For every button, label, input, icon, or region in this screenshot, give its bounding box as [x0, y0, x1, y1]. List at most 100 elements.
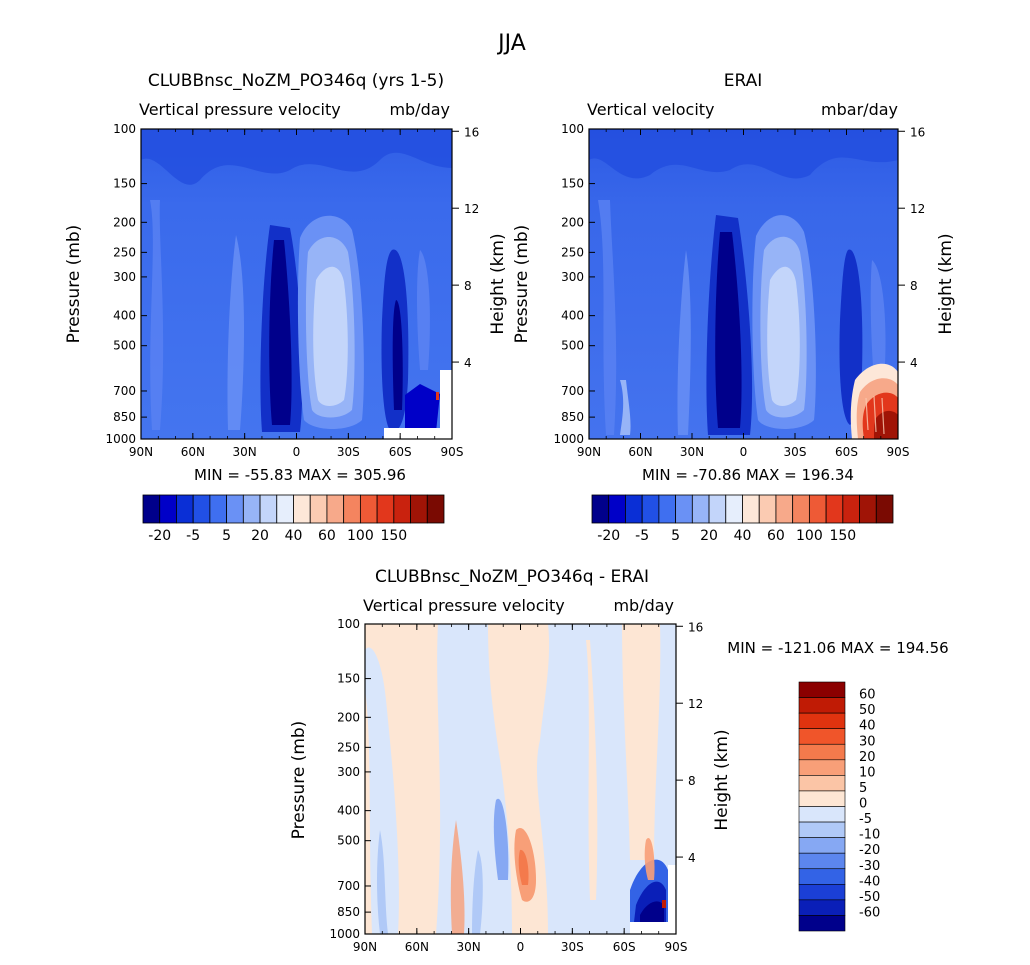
pressure-tick-label: 300: [337, 765, 360, 779]
lat-tick-label: 90S: [665, 940, 688, 954]
pressure-tick-label: 400: [337, 804, 360, 818]
panel-erai-axes: 100 150 200 250 300 400 500 700 850 1000 16 12 8 4 90N…: [553, 122, 925, 459]
colorbar-label: 60: [859, 688, 876, 703]
pressure-tick-label: 250: [561, 245, 584, 259]
panel-model-axes: 100 150 200 250 300 400 500 700 850 1000 16 12 8 4 90N…: [105, 122, 479, 459]
colorbar-label: -20: [148, 528, 171, 544]
colorbar-swatch: [798, 775, 846, 792]
colorbar-swatch: [798, 759, 846, 776]
lat-tick-label: 60S: [389, 445, 412, 459]
height-tick-label: 12: [464, 202, 479, 216]
colorbar-swatch: [875, 494, 894, 524]
main-title: JJA: [496, 31, 526, 56]
colorbar-label: -5: [635, 528, 649, 544]
height-tick-label: 12: [910, 202, 925, 216]
colorbar-swatch: [675, 494, 693, 524]
pressure-tick-label: 700: [561, 384, 584, 398]
panel-diff-axes: 100 150 200 250 300 400 500 700 850 1000 16 12 8 4 90N…: [329, 617, 703, 954]
colorbar-swatch: [798, 884, 846, 901]
lat-tick-label: 60N: [181, 445, 205, 459]
height-tick-label: 12: [688, 697, 703, 711]
colorbar-swatch: [259, 494, 278, 524]
pressure-tick-label: 250: [337, 740, 360, 754]
colorbar-label: 20: [251, 528, 269, 544]
panel-diff: CLUBBnsc_NoZM_PO346q - ERAI Vertical pre…: [289, 567, 949, 954]
pressure-tick-label: 300: [113, 270, 136, 284]
colorbar-label: -10: [859, 828, 880, 843]
colorbar-label: 5: [671, 528, 680, 544]
colorbar-label: -5: [859, 812, 872, 827]
colorbar-swatch: [798, 821, 846, 838]
colorbar-label: -5: [186, 528, 200, 544]
colorbar-swatch: [742, 494, 760, 524]
lat-tick-label: 0: [740, 445, 748, 459]
colorbar-swatch: [625, 494, 643, 524]
colorbar-label: -60: [859, 905, 880, 920]
colorbar-swatch: [426, 494, 445, 524]
colorbar-swatch: [176, 494, 194, 524]
colorbar-swatch: [708, 494, 727, 524]
panel-model: CLUBBnsc_NoZM_PO346q (yrs 1-5) Vertical …: [64, 71, 508, 544]
colorbar-label: 40: [734, 528, 752, 544]
pressure-tick-label: 850: [113, 410, 136, 424]
lat-tick-label: 30S: [337, 445, 360, 459]
colorbar-label: 5: [859, 781, 867, 796]
lat-tick-label: 60N: [405, 940, 429, 954]
height-tick-label: 16: [910, 125, 925, 139]
lat-tick-label: 60S: [835, 445, 858, 459]
colorbar-label: 50: [859, 703, 876, 718]
panel-erai-y-label: Pressure (mb): [512, 225, 532, 344]
colorbar-swatch: [798, 712, 846, 729]
colorbar-swatch: [798, 852, 846, 870]
panel-model-variable-label: Vertical pressure velocity: [139, 100, 341, 119]
colorbar-swatch: [725, 494, 743, 524]
colorbar-swatch: [343, 494, 361, 524]
colorbar-swatch: [798, 915, 846, 932]
colorbar-swatch: [798, 728, 846, 745]
height-tick-label: 8: [688, 774, 696, 788]
panel-model-field: [141, 129, 452, 439]
colorbar-swatch: [792, 494, 810, 524]
lat-tick-label: 90N: [129, 445, 153, 459]
colorbar-label: 150: [829, 528, 856, 544]
panel-diff-y2-label: Height (km): [712, 729, 732, 830]
colorbar-label: 40: [285, 528, 303, 544]
height-tick-label: 4: [464, 356, 472, 370]
lat-tick-label: 60S: [613, 940, 636, 954]
pressure-tick-label: 1000: [105, 432, 136, 446]
colorbar-label: -50: [859, 890, 880, 905]
colorbar-swatch: [641, 494, 660, 524]
pressure-tick-label: 300: [561, 270, 584, 284]
pressure-tick-label: 100: [561, 122, 584, 136]
lat-tick-label: 30S: [561, 940, 584, 954]
pressure-tick-label: 250: [113, 245, 136, 259]
colorbar-swatch: [359, 494, 378, 524]
height-tick-label: 16: [464, 125, 479, 139]
pressure-tick-label: 150: [113, 177, 136, 191]
colorbar-swatch: [775, 494, 794, 524]
panel-model-y-label: Pressure (mb): [64, 225, 84, 344]
colorbar-swatch: [226, 494, 244, 524]
colorbar-label: 60: [318, 528, 336, 544]
colorbar-swatch: [842, 494, 860, 524]
colorbar-swatch: [798, 743, 846, 761]
colorbar-swatch: [142, 494, 161, 524]
panel-diff-variable-label: Vertical pressure velocity: [363, 596, 565, 615]
height-tick-label: 4: [910, 356, 918, 370]
colorbar-label: 30: [859, 734, 876, 749]
lat-tick-label: 30S: [784, 445, 807, 459]
panel-erai: ERAI Vertical velocity mbar/day 100 150 20…: [512, 71, 956, 544]
panel-diff-title: CLUBBnsc_NoZM_PO346q - ERAI: [375, 567, 649, 587]
colorbar-swatch: [825, 494, 844, 524]
colorbar-swatch: [859, 494, 877, 524]
lat-tick-label: 90N: [353, 940, 377, 954]
pressure-tick-label: 200: [113, 215, 136, 229]
pressure-tick-label: 850: [561, 410, 584, 424]
colorbar-swatch: [159, 494, 177, 524]
colorbar-swatch: [758, 494, 777, 524]
panel-erai-colorbar: -20 -5 5 20 40 60 100 150: [591, 494, 894, 544]
colorbar-swatch: [798, 697, 846, 714]
pressure-tick-label: 100: [113, 122, 136, 136]
